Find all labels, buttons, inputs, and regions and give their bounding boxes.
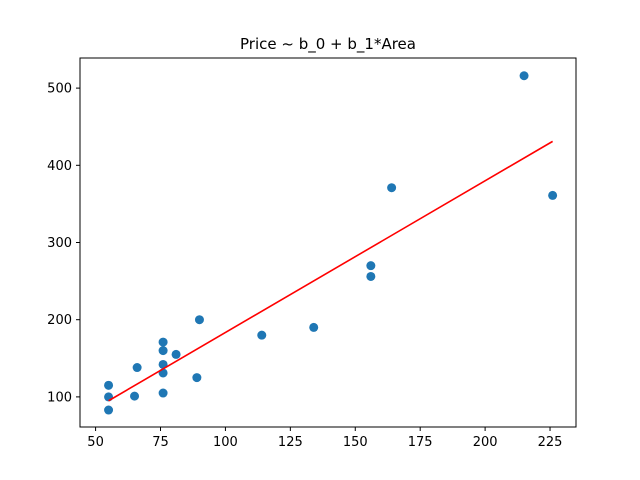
y-tick-label: 300 — [47, 236, 72, 251]
y-axis: 100 200 300 400 500 — [47, 82, 80, 405]
data-point-7 — [158, 346, 168, 356]
data-point-17 — [366, 271, 376, 281]
data-point-11 — [171, 349, 181, 359]
data-point-6 — [158, 337, 168, 347]
x-tick-label: 125 — [278, 435, 303, 450]
plot-area — [104, 71, 558, 415]
data-point-15 — [309, 322, 319, 332]
y-tick-label: 100 — [47, 390, 72, 405]
data-point-19 — [519, 71, 529, 81]
data-point-16 — [366, 261, 376, 271]
regression-line — [108, 140, 554, 402]
data-point-14 — [257, 330, 267, 340]
data-point-10 — [158, 388, 168, 398]
x-tick-label: 225 — [538, 435, 563, 450]
x-tick-label: 75 — [152, 435, 169, 450]
chart-title: Price ~ b_0 + b_1*Area — [240, 35, 416, 54]
y-tick-label: 200 — [47, 313, 72, 328]
x-tick-label: 175 — [408, 435, 433, 450]
data-point-1 — [104, 380, 114, 390]
axes-frame — [79, 57, 577, 428]
x-tick-label: 200 — [473, 435, 498, 450]
data-point-18 — [387, 183, 397, 193]
x-tick-label: 100 — [213, 435, 238, 450]
x-tick-label: 150 — [343, 435, 368, 450]
y-tick-label: 400 — [47, 159, 72, 174]
data-point-5 — [132, 363, 142, 373]
data-point-12 — [192, 373, 202, 383]
data-point-3 — [104, 405, 114, 415]
data-point-4 — [130, 391, 140, 401]
data-point-20 — [548, 190, 558, 200]
data-point-13 — [194, 315, 204, 325]
x-axis: 50 75 100 125 150 175 200 225 — [87, 427, 562, 450]
x-tick-label: 50 — [87, 435, 104, 450]
y-tick-label: 500 — [47, 82, 72, 97]
